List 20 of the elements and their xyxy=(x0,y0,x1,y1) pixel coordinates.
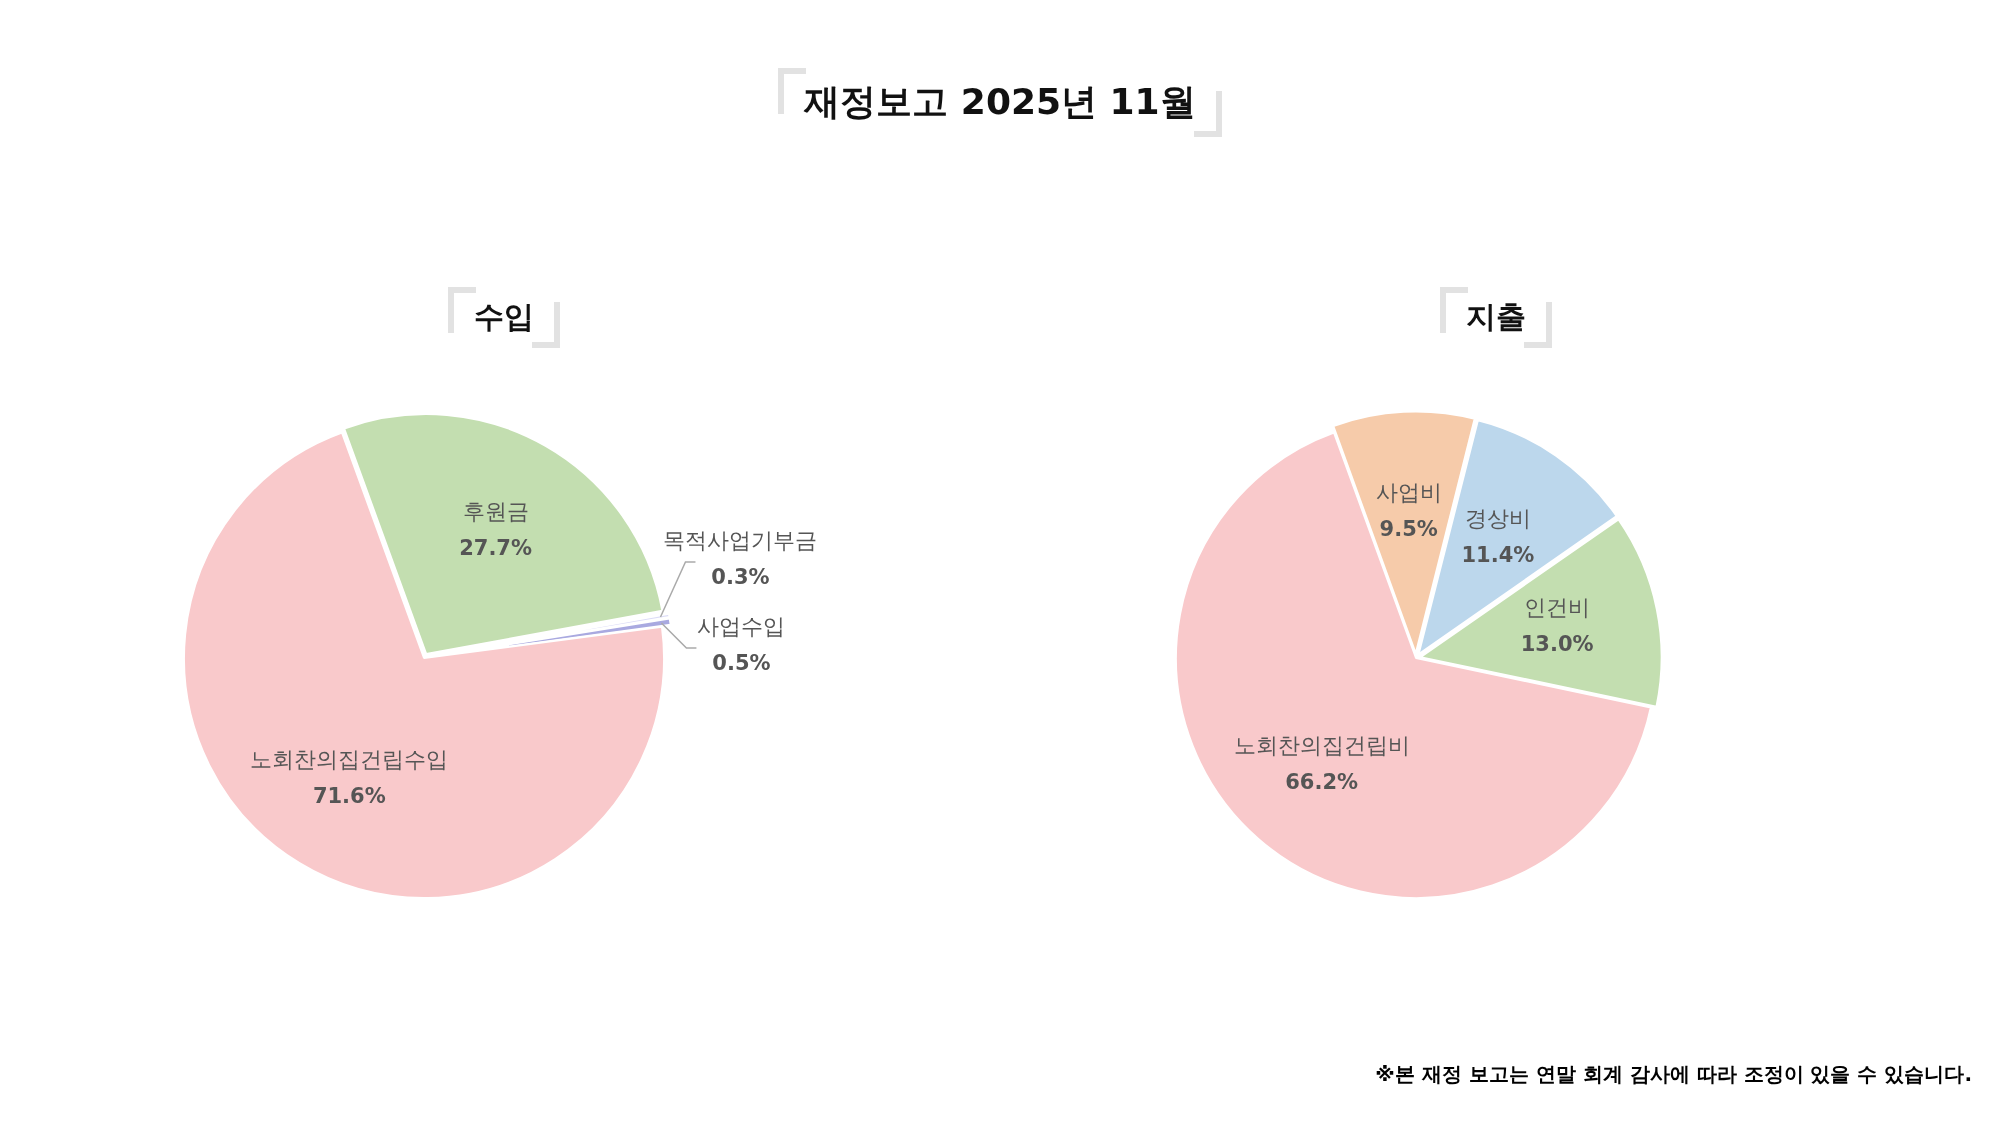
data-label: 11.4% xyxy=(1461,542,1535,567)
slice-label: 사업비 xyxy=(1375,480,1442,506)
data-label: 66.2% xyxy=(1285,769,1359,794)
text: ※본 재정 보고는 연말 회계 감사에 따라 조정이 있을 수 있습니다. xyxy=(1375,1061,1972,1088)
slice-label: 노회찬의집건립수입 xyxy=(250,747,449,773)
text: 재정보고 2025년 11월 xyxy=(804,81,1196,122)
data-label: 0.3% xyxy=(711,564,770,589)
slice-label: 사업수입 xyxy=(697,613,786,639)
data-label: 13.0% xyxy=(1520,632,1594,657)
data-label: 9.5% xyxy=(1379,517,1438,542)
slice-label: 경상비 xyxy=(1464,505,1531,531)
chart-title: 수입 xyxy=(474,299,534,334)
data-label: 71.6% xyxy=(312,784,386,809)
slice-label: 노회찬의집건립비 xyxy=(1233,732,1410,758)
data-label: 27.7% xyxy=(459,536,533,561)
data-label: 0.5% xyxy=(712,650,771,675)
chart-title: 지출 xyxy=(1466,299,1526,334)
slice-label: 인건비 xyxy=(1524,595,1591,621)
slice-label: 목적사업기부금 xyxy=(663,527,818,553)
slice-label: 후원금 xyxy=(462,499,529,525)
